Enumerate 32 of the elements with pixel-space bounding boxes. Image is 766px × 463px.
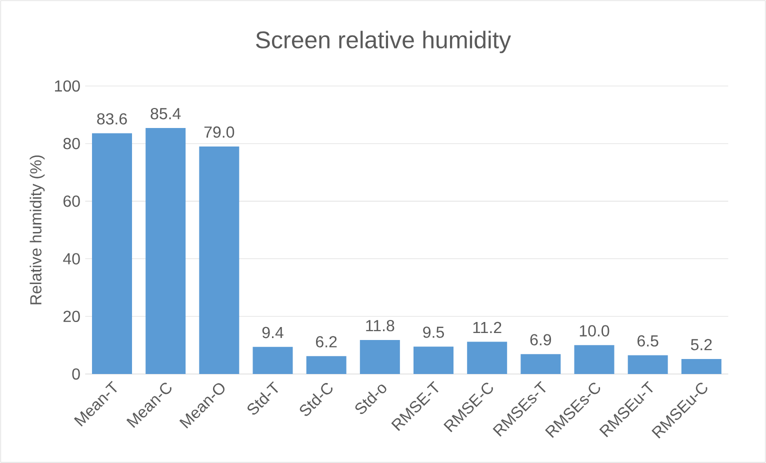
y-tick-label: 80	[63, 138, 80, 150]
data-label: 9.5	[423, 326, 444, 338]
data-label: 9.4	[262, 326, 284, 338]
y-tick-label: 20	[64, 310, 80, 322]
bar	[146, 128, 186, 374]
data-label: 6.5	[638, 335, 658, 347]
y-tick-label: 60	[64, 196, 80, 207]
data-label: 10.0	[580, 325, 610, 336]
bar	[520, 354, 561, 374]
y-tick-label: 0	[72, 368, 80, 380]
data-label: 6.2	[316, 336, 337, 348]
bar	[199, 146, 240, 374]
bar	[92, 133, 132, 374]
bar	[574, 345, 614, 374]
chart-title: Screen relative humidity	[256, 30, 511, 54]
bar	[306, 356, 346, 374]
data-label: 11.2	[473, 322, 502, 334]
data-label: 83.6	[97, 113, 127, 124]
bar	[360, 340, 400, 374]
y-axis-title: Relative humidity (%)	[30, 155, 45, 304]
y-tick-label: 100	[55, 80, 80, 92]
bar	[252, 346, 293, 374]
bar	[414, 346, 454, 374]
bar	[681, 359, 722, 374]
y-tick-label: 40	[63, 253, 80, 264]
data-label: 6.9	[530, 334, 552, 346]
data-label: 85.4	[150, 108, 181, 120]
bar	[467, 342, 508, 374]
bar	[628, 355, 668, 374]
data-label: 11.8	[366, 320, 394, 332]
data-label: 5.2	[690, 338, 712, 350]
data-label: 79.0	[204, 126, 234, 138]
